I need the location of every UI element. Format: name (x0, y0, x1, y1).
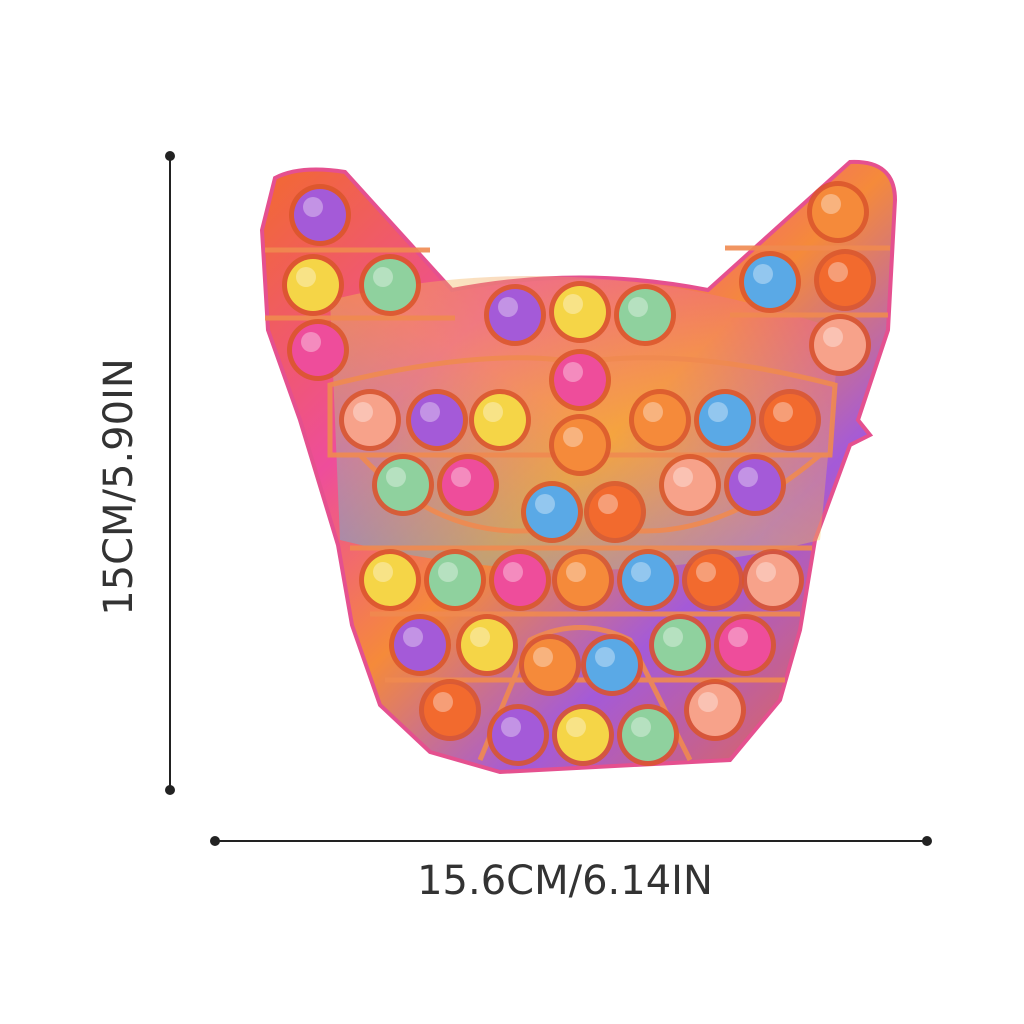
bubble (494, 554, 546, 606)
bubble (429, 554, 481, 606)
bubble (461, 619, 513, 671)
bubble-highlight (663, 627, 683, 647)
bubble-highlight (296, 267, 316, 287)
bubble (377, 459, 429, 511)
bubble (489, 289, 541, 341)
height-dimension: 15CM/5.90IN (96, 151, 175, 795)
bubble-highlight (756, 562, 776, 582)
bubble (287, 259, 339, 311)
pop-it-ridges (265, 245, 890, 762)
bubble-highlight (728, 627, 748, 647)
bubble (664, 459, 716, 511)
bubble (411, 394, 463, 446)
bubble (364, 259, 416, 311)
bubble-highlight (823, 327, 843, 347)
dog-pop-it (259, 159, 898, 775)
bubble (394, 619, 446, 671)
height-end-dot (165, 151, 175, 161)
bubble (526, 486, 578, 538)
bubble (557, 709, 609, 761)
bubble (474, 394, 526, 446)
bubble-highlight (563, 427, 583, 447)
bubble-highlight (566, 717, 586, 737)
bubble-highlight (628, 297, 648, 317)
bubble-highlight (503, 562, 523, 582)
bubble-highlight (708, 402, 728, 422)
bubble (622, 554, 674, 606)
bubble (622, 709, 674, 761)
bubble (634, 394, 686, 446)
bubble-highlight (828, 262, 848, 282)
bubble (812, 186, 864, 238)
bubble (344, 394, 396, 446)
bubble (442, 459, 494, 511)
bubble-highlight (303, 197, 323, 217)
bubble-highlight (501, 717, 521, 737)
bubble-highlight (353, 402, 373, 422)
bubble-highlight (563, 362, 583, 382)
bubble (814, 319, 866, 371)
bubble-highlight (773, 402, 793, 422)
bubble-highlight (373, 267, 393, 287)
bubble (292, 324, 344, 376)
bubble-highlight (631, 717, 651, 737)
bubble-highlight (598, 494, 618, 514)
bubble (729, 459, 781, 511)
bubble-highlight (673, 467, 693, 487)
bubble (719, 619, 771, 671)
bubble-highlight (566, 562, 586, 582)
bubble-highlight (821, 194, 841, 214)
bubble (554, 286, 606, 338)
bubble (747, 554, 799, 606)
bubble (524, 639, 576, 691)
bubble-highlight (438, 562, 458, 582)
bubble-highlight (563, 294, 583, 314)
bubble (764, 394, 816, 446)
bubble (554, 354, 606, 406)
bubble (689, 684, 741, 736)
bubble (654, 619, 706, 671)
bubble-highlight (373, 562, 393, 582)
bubble-grid (282, 181, 876, 766)
bubble (699, 394, 751, 446)
height-end-dot (165, 785, 175, 795)
bubble-highlight (498, 297, 518, 317)
bubble (586, 639, 638, 691)
bubble-highlight (533, 647, 553, 667)
bubble-highlight (631, 562, 651, 582)
width-end-dot (922, 836, 932, 846)
bubble (687, 554, 739, 606)
bubble (554, 419, 606, 471)
bubble-highlight (420, 402, 440, 422)
bubble-highlight (535, 494, 555, 514)
bubble-highlight (643, 402, 663, 422)
bubble (364, 554, 416, 606)
bubble (294, 189, 346, 241)
bubble-highlight (595, 647, 615, 667)
bubble (819, 254, 871, 306)
bubble-highlight (738, 467, 758, 487)
bubble-highlight (386, 467, 406, 487)
bubble-highlight (696, 562, 716, 582)
width-dimension: 15.6CM/6.14IN (210, 836, 932, 904)
bubble (589, 486, 641, 538)
bubble (557, 554, 609, 606)
bubble (744, 256, 796, 308)
bubble-highlight (403, 627, 423, 647)
bubble-highlight (451, 467, 471, 487)
bubble-highlight (698, 692, 718, 712)
bubble-highlight (483, 402, 503, 422)
bubble-highlight (433, 692, 453, 712)
bubble-highlight (470, 627, 490, 647)
bubble-highlight (301, 332, 321, 352)
height-label: 15CM/5.90IN (96, 358, 142, 616)
bubble-highlight (753, 264, 773, 284)
bubble (492, 709, 544, 761)
bubble (619, 289, 671, 341)
width-label: 15.6CM/6.14IN (417, 858, 713, 904)
width-end-dot (210, 836, 220, 846)
bubble (424, 684, 476, 736)
